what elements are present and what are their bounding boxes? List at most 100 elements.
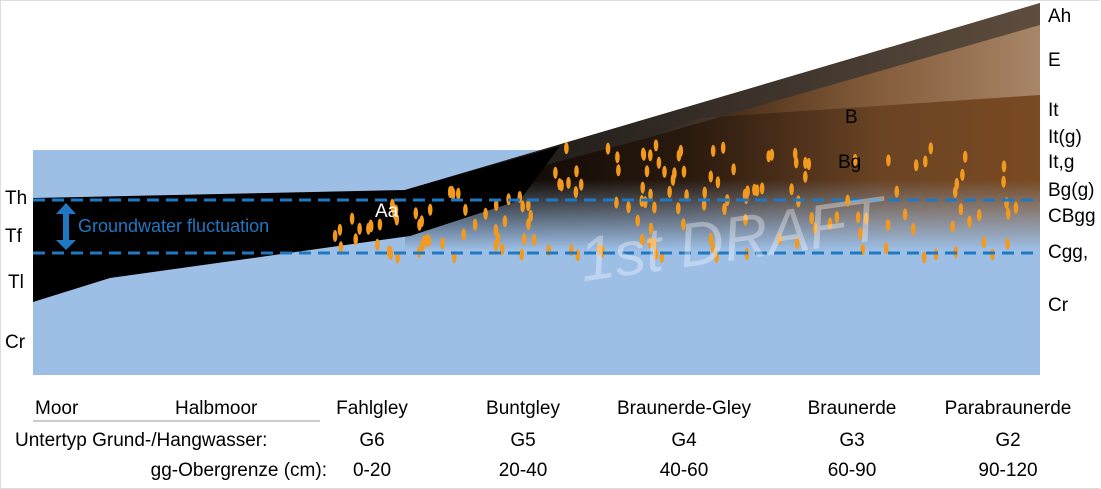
mottle [962, 150, 968, 163]
mottle [652, 201, 657, 214]
mottle [708, 170, 714, 183]
mottle [803, 156, 808, 169]
horizon-ah: Ah [1048, 7, 1072, 26]
mottle [635, 214, 640, 227]
mottle [526, 199, 531, 212]
mottle [976, 209, 982, 221]
mottle [449, 185, 455, 198]
mottle [954, 177, 960, 190]
mottle [357, 222, 362, 235]
mottle [662, 165, 667, 178]
double-arrow-icon [56, 203, 76, 250]
mottle [566, 176, 571, 189]
mottle [676, 149, 682, 162]
mottle [911, 223, 916, 235]
mottle [597, 243, 602, 256]
mottle [921, 251, 927, 264]
mottle [883, 242, 889, 255]
gg-value-g4: 40-60 [659, 460, 709, 481]
horizon-bg: Bg [838, 152, 862, 173]
mottle [1005, 237, 1010, 250]
mottle [483, 207, 488, 220]
mottle [960, 168, 965, 181]
mottle [564, 142, 569, 155]
mottle [670, 173, 676, 186]
mottle [855, 211, 861, 224]
mottle [722, 203, 727, 216]
e-horizon [640, 25, 1040, 140]
mottle [894, 185, 900, 198]
mottle [715, 176, 721, 189]
horizon-it-g: It(g) [1048, 128, 1082, 147]
mottle [531, 233, 537, 246]
soil-type-halbmoor: Halbmoor [175, 398, 258, 419]
mottle [731, 163, 736, 176]
mottle [1013, 201, 1019, 214]
horizon-it: It [1048, 101, 1059, 120]
mottle [626, 201, 631, 214]
subtype-g3: G3 [839, 430, 865, 451]
mottle [614, 196, 619, 209]
mottle [981, 236, 987, 249]
mottle [656, 156, 662, 169]
mottle [743, 213, 748, 226]
mottle [386, 245, 392, 258]
mottle [852, 153, 858, 166]
mottle [377, 218, 383, 231]
mottle [640, 181, 645, 194]
horizon-b: B [845, 107, 858, 128]
mottle [667, 185, 672, 198]
mottle [574, 165, 579, 178]
horizon-bgg: Bg(g) [1048, 181, 1095, 200]
horizon-cr-right: Cr [1048, 296, 1069, 315]
subtype-label: Untertyp Grund-/Hangwasser: [15, 430, 268, 451]
horizon-itg: It,g [1048, 153, 1075, 172]
mottle [648, 222, 654, 235]
mottle [338, 241, 344, 254]
mottle [902, 208, 908, 221]
horizon-e: E [1048, 51, 1061, 70]
mottle [419, 215, 425, 228]
mottle [493, 199, 499, 211]
mottle [557, 178, 562, 191]
soil-type-buntgley: Buntgley [486, 398, 560, 419]
mottle [394, 213, 400, 226]
mottle [701, 198, 707, 211]
mottle [834, 211, 840, 224]
gg-value-g5: 20-40 [498, 460, 548, 481]
mottle [526, 218, 531, 231]
mottle [456, 187, 461, 200]
mottle [332, 229, 338, 242]
mottle [1001, 175, 1006, 188]
subtype-g2: G2 [995, 430, 1021, 451]
mottle [648, 149, 653, 162]
mottle [502, 215, 508, 228]
gg-value-g2: 90-120 [978, 460, 1038, 481]
mottle [809, 212, 814, 225]
mottle [803, 170, 808, 183]
soil-type-moor: Moor [35, 398, 79, 419]
mottle [605, 142, 611, 155]
mottle [641, 148, 647, 161]
mottle [349, 212, 355, 225]
mottle [461, 228, 467, 241]
mottle [827, 217, 833, 230]
mottle [553, 166, 558, 179]
horizon-th: Th [5, 188, 28, 209]
mottle [440, 237, 445, 250]
mottle [521, 233, 527, 246]
mottle [681, 218, 686, 231]
mottle [578, 178, 584, 191]
mottle [615, 151, 620, 164]
mottle [413, 207, 419, 220]
mottle [845, 194, 850, 207]
mottle [519, 248, 524, 261]
mottle [886, 154, 891, 167]
ah-horizon [405, 3, 1040, 190]
horizon-cbgg: CBgg [1048, 207, 1096, 226]
mottle [647, 236, 653, 249]
mottle [702, 186, 707, 199]
mottle [472, 218, 478, 231]
mottle [923, 155, 928, 168]
mottle [337, 223, 343, 236]
